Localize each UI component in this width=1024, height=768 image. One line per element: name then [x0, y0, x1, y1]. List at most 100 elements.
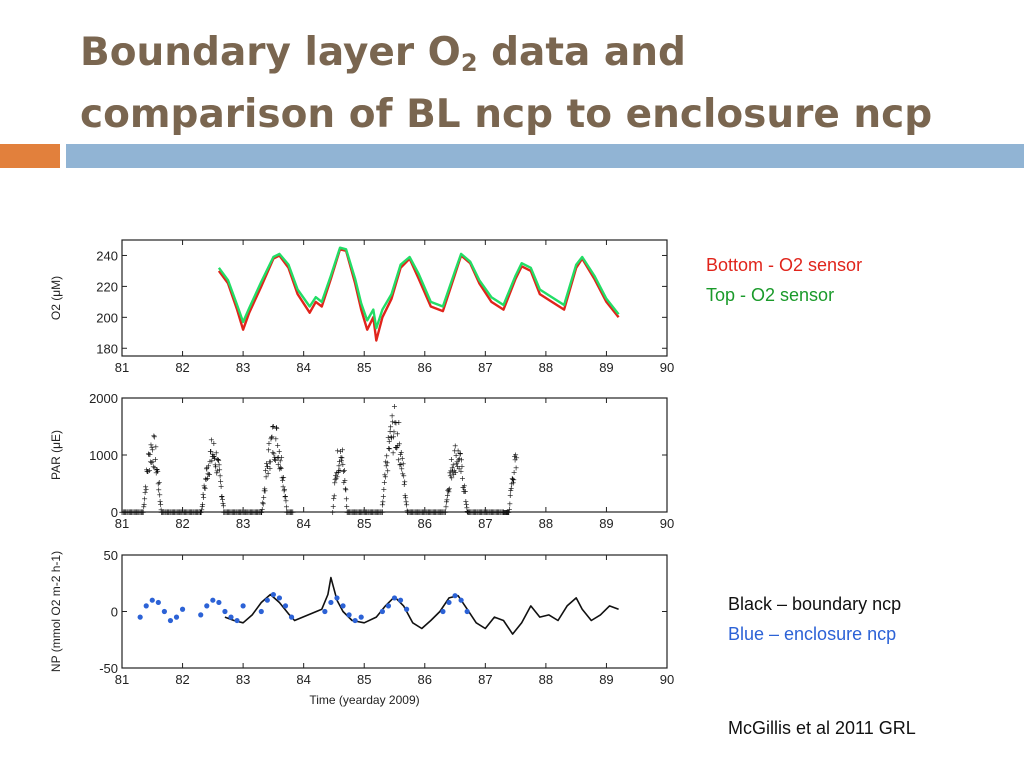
par-point: +	[160, 508, 168, 518]
par-point: +	[433, 508, 441, 518]
par-point: +	[243, 508, 251, 518]
y-tick-label: 0	[111, 505, 118, 520]
par-point: +	[249, 508, 257, 518]
data-point-enclosure	[258, 608, 264, 615]
par-point: +	[284, 508, 292, 518]
par-point: +	[508, 479, 515, 488]
par-point: +	[404, 507, 411, 516]
par-point: +	[189, 508, 197, 518]
par-point: +	[431, 508, 439, 518]
x-tick-label: 81	[115, 516, 129, 531]
par-point: +	[415, 508, 423, 518]
par-point: +	[158, 508, 166, 518]
par-point: +	[154, 466, 161, 475]
par-point: +	[509, 475, 516, 484]
par-point: +	[124, 508, 132, 518]
par-point: +	[459, 462, 466, 471]
par-point: +	[350, 508, 358, 518]
par-point: +	[147, 450, 154, 459]
par-point: +	[143, 465, 150, 474]
data-point-enclosure	[322, 608, 328, 615]
par-point: +	[450, 470, 457, 479]
par-point: +	[455, 447, 462, 456]
par-point: +	[337, 447, 344, 456]
par-point: +	[333, 468, 340, 477]
par-point: +	[206, 470, 213, 479]
data-point-enclosure	[222, 608, 228, 615]
par-point: +	[437, 508, 445, 518]
data-point-enclosure	[446, 599, 452, 606]
par-point: +	[280, 473, 287, 482]
par-point: +	[282, 492, 289, 501]
par-point: +	[237, 508, 245, 518]
par-point: +	[416, 508, 424, 518]
par-point: +	[345, 508, 353, 518]
par-point: +	[219, 492, 226, 501]
par-point: +	[449, 467, 456, 476]
par-point: +	[381, 471, 388, 480]
par-point: +	[276, 447, 283, 456]
par-point: +	[511, 452, 518, 461]
title-part-2: data and	[477, 30, 686, 75]
par-point: +	[216, 466, 223, 475]
par-point: +	[209, 452, 216, 461]
par-point: +	[254, 508, 262, 518]
y-tick-label: 240	[96, 248, 118, 263]
par-point: +	[410, 508, 418, 518]
x-tick-label: 82	[175, 516, 189, 531]
x-tick-label: 84	[296, 360, 310, 375]
y-tick-label: 200	[96, 310, 118, 325]
par-point: +	[385, 433, 392, 442]
par-point: +	[486, 508, 494, 518]
par-point: +	[462, 497, 469, 506]
legend-bottom-o2: Bottom - O2 sensor	[706, 255, 863, 275]
y-tick-label: -50	[99, 661, 118, 676]
par-point: +	[387, 427, 394, 436]
par-point: +	[447, 467, 454, 476]
par-point: +	[217, 477, 224, 486]
par-point: +	[130, 508, 138, 518]
par-point: +	[334, 473, 341, 482]
par-point: +	[138, 508, 146, 518]
par-point: +	[403, 497, 410, 506]
data-point-enclosure	[458, 597, 464, 603]
data-point-enclosure	[334, 595, 340, 601]
par-point: +	[448, 455, 455, 464]
par-point: +	[380, 492, 387, 501]
par-point: +	[447, 471, 454, 480]
par-point: +	[216, 461, 223, 470]
par-point: +	[443, 502, 450, 511]
x-tick-label: 90	[660, 672, 674, 687]
x-tick-label: 89	[599, 672, 613, 687]
par-point: +	[466, 508, 474, 518]
par-point: +	[503, 508, 510, 517]
plot-frame	[121, 239, 668, 357]
par-point: +	[482, 508, 490, 518]
par-point: +	[396, 461, 403, 470]
data-point-enclosure	[276, 595, 283, 601]
par-point: +	[155, 480, 162, 489]
par-point: +	[140, 503, 147, 512]
par-point: +	[204, 464, 211, 473]
par-point: +	[455, 455, 462, 464]
par-point: +	[159, 508, 167, 518]
data-point-enclosure	[137, 614, 143, 620]
par-point: +	[380, 485, 387, 494]
par-point: +	[339, 454, 346, 463]
data-point-enclosure	[340, 603, 346, 609]
par-point: +	[342, 484, 349, 493]
par-point: +	[170, 508, 178, 518]
par-point: +	[449, 463, 456, 472]
par-point: +	[147, 457, 154, 466]
par-point: +	[332, 475, 339, 484]
par-point: +	[260, 500, 267, 509]
par-point: +	[146, 450, 153, 459]
par-point: +	[397, 460, 404, 469]
par-point: +	[330, 494, 337, 503]
par-point: +	[283, 503, 290, 512]
par-point: +	[414, 508, 422, 518]
par-point: +	[460, 483, 467, 492]
par-point: +	[489, 508, 497, 518]
par-point: +	[506, 499, 513, 508]
par-point: +	[236, 508, 244, 518]
